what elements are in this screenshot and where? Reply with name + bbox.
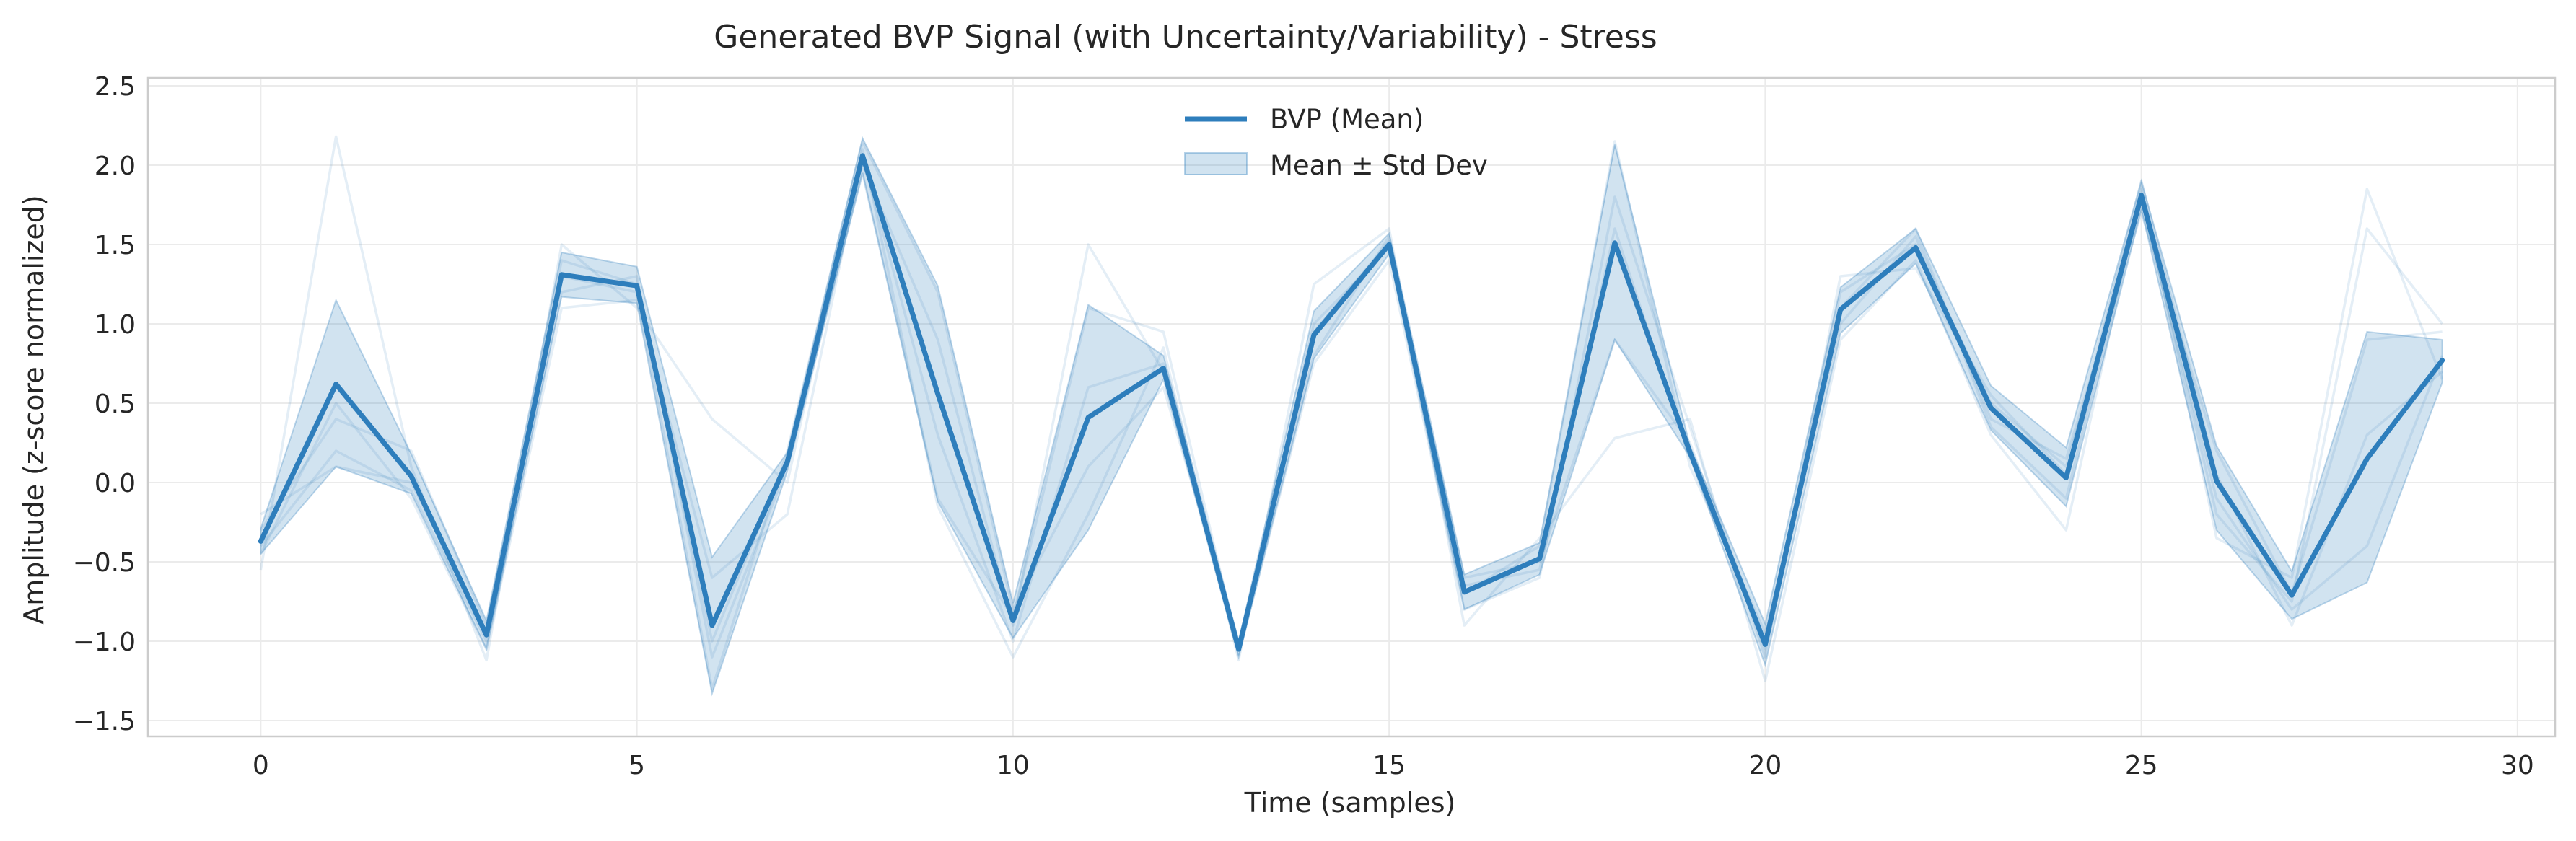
x-tick-label: 15: [1372, 751, 1406, 780]
legend-label-mean: BVP (Mean): [1270, 104, 1424, 135]
std-dev-band-group: [260, 136, 2443, 697]
legend: BVP (Mean) Mean ± Std Dev: [1184, 104, 1488, 181]
y-tick-label: 0.0: [95, 469, 136, 498]
x-tick-label: 30: [2501, 751, 2534, 780]
x-axis-ticks: 0 5 10 15 20 25 30: [253, 751, 2534, 780]
sample-trajectory-line: [259, 140, 2443, 690]
y-tick-label: −0.5: [73, 548, 136, 578]
y-axis-label: Amplitude (z-score normalized): [18, 195, 50, 624]
y-axis-ticks: −1.5 −1.0 −0.5 0.0 0.5 1.0 1.5 2.0 2.5: [73, 72, 136, 736]
y-tick-label: 1.5: [95, 231, 136, 260]
y-tick-label: 1.0: [95, 310, 136, 340]
x-tick-label: 20: [1748, 751, 1782, 780]
bvp-mean-line: [258, 153, 2445, 652]
y-tick-label: 2.0: [95, 151, 136, 181]
x-tick-label: 5: [628, 751, 645, 780]
y-tick-label: −1.0: [73, 628, 136, 657]
std-dev-band: [260, 136, 2443, 697]
x-tick-label: 0: [253, 751, 269, 780]
y-tick-label: −1.5: [73, 707, 136, 736]
x-tick-label: 25: [2125, 751, 2158, 780]
y-tick-label: 2.5: [95, 72, 136, 102]
grid-lines: [148, 78, 2555, 736]
x-tick-label: 10: [996, 751, 1030, 780]
plot-frame: [146, 76, 2557, 738]
legend-label-band: Mean ± Std Dev: [1270, 150, 1488, 181]
legend-swatch-band: [1184, 152, 1248, 175]
chart-title: Generated BVP Signal (with Uncertainty/V…: [714, 19, 1657, 56]
x-axis-label: Time (samples): [1244, 787, 1456, 819]
mean-series-group: [258, 153, 2445, 652]
sample-trajectory-line: [259, 135, 2444, 682]
y-tick-label: 0.5: [95, 389, 136, 419]
